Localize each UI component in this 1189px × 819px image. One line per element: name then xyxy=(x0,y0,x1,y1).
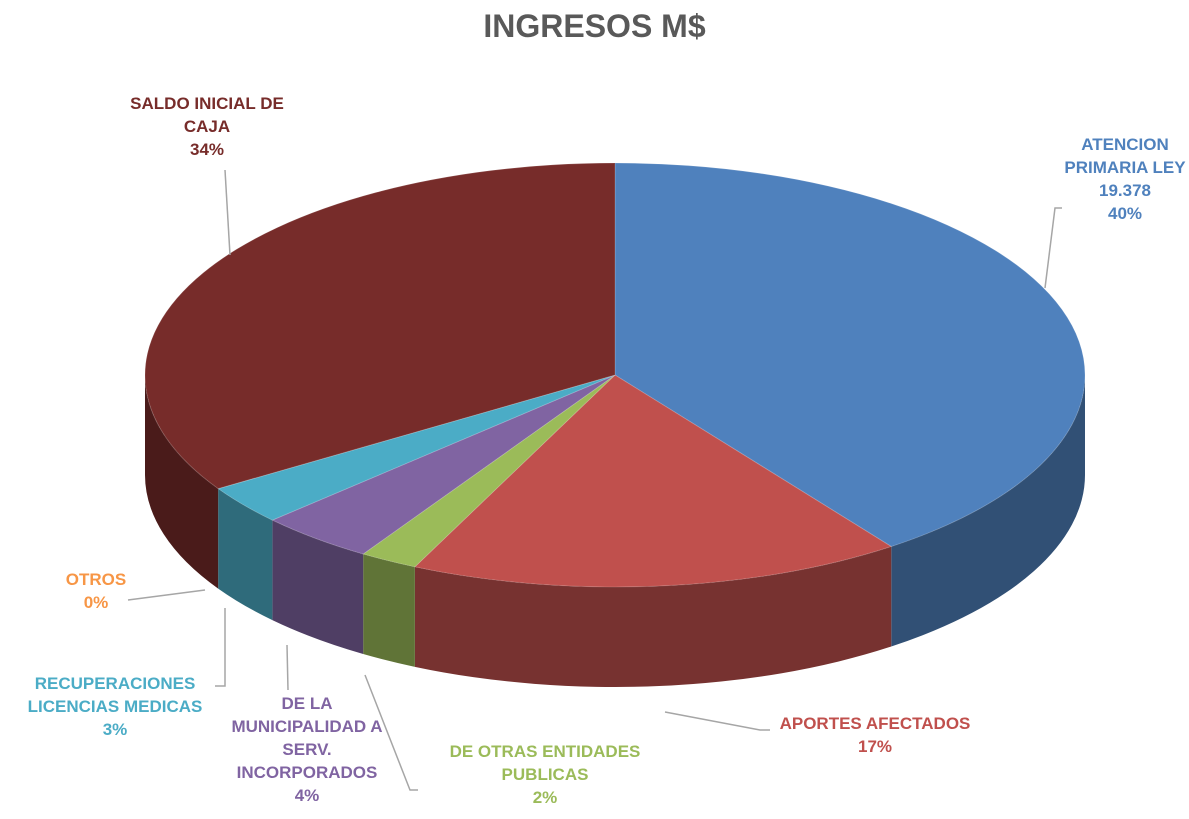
label-category: OTROS xyxy=(65,570,127,589)
label-category: APORTES AFECTADOS xyxy=(779,714,971,733)
slice xyxy=(413,374,893,588)
data-label: OTROS 0% xyxy=(46,568,146,614)
label-value: 2% xyxy=(532,788,558,807)
label-value: 4% xyxy=(294,786,320,805)
leader-line xyxy=(364,674,418,791)
slice-side xyxy=(363,553,415,667)
leader-line xyxy=(286,644,289,691)
slice xyxy=(362,374,616,568)
slice-side xyxy=(272,520,364,654)
leader-line xyxy=(1044,207,1062,289)
label-value: 0% xyxy=(83,593,109,612)
label-value: 17% xyxy=(857,737,893,756)
slice xyxy=(614,162,1086,548)
leader-line xyxy=(215,608,226,687)
data-label: SALDO INICIAL DE CAJA 34% xyxy=(110,92,305,161)
label-category: ATENCION PRIMARIA LEY 19.378 xyxy=(1064,135,1186,200)
data-label: DE OTRAS ENTIDADES PUBLICAS 2% xyxy=(433,740,658,809)
leader-line xyxy=(664,711,770,731)
slice-side xyxy=(145,375,219,589)
data-label: ATENCION PRIMARIA LEY 19.378 40% xyxy=(1058,133,1189,225)
label-category: DE LA MUNICIPALIDAD A SERV. INCORPORADOS xyxy=(231,694,383,782)
slice-side xyxy=(414,546,892,687)
leader-line xyxy=(224,169,231,256)
slice xyxy=(217,374,616,521)
slice-side xyxy=(891,375,1085,647)
label-category: DE OTRAS ENTIDADES PUBLICAS xyxy=(449,742,641,784)
label-value: 34% xyxy=(189,140,225,159)
chart-title: INGRESOS M$ xyxy=(483,8,706,44)
slice xyxy=(144,162,616,490)
data-label: DE LA MUNICIPALIDAD A SERV. INCORPORADOS… xyxy=(215,692,400,807)
slice-side xyxy=(218,488,273,621)
data-label: APORTES AFECTADOS 17% xyxy=(755,712,995,758)
data-label: RECUPERACIONES LICENCIAS MEDICAS 3% xyxy=(15,672,215,741)
label-value: 3% xyxy=(102,720,128,739)
label-category: RECUPERACIONES LICENCIAS MEDICAS xyxy=(27,674,203,716)
label-category: SALDO INICIAL DE CAJA xyxy=(130,94,284,136)
slice xyxy=(271,374,616,555)
label-value: 40% xyxy=(1107,204,1143,223)
leader-line xyxy=(127,589,206,601)
